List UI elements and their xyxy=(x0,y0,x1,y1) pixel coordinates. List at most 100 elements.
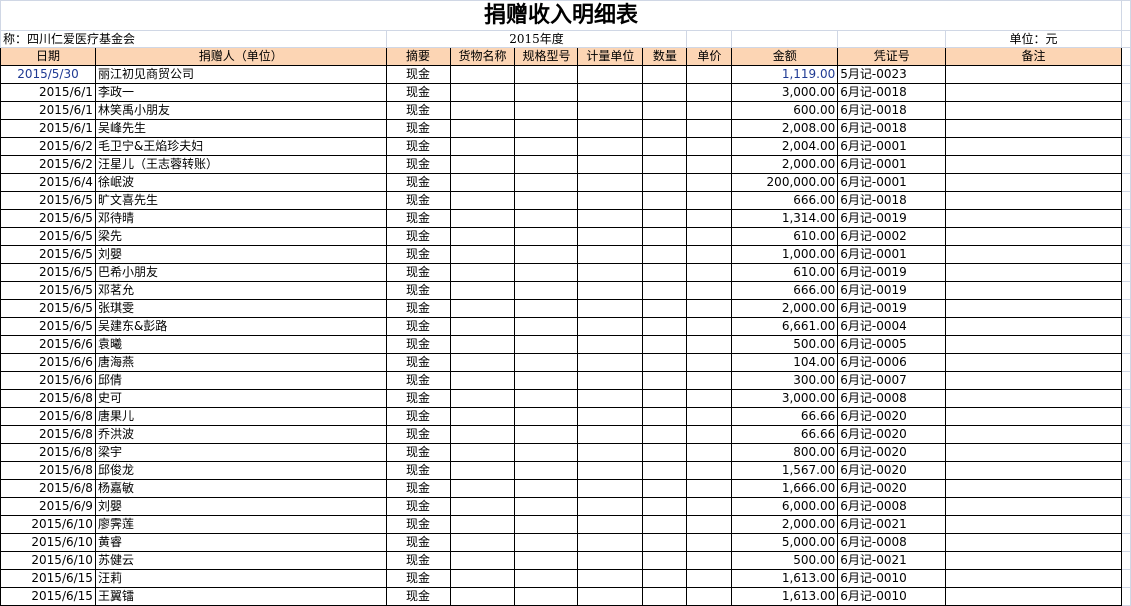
amount-cell[interactable]: 104.00 xyxy=(731,353,839,372)
summary-cell[interactable]: 现金 xyxy=(385,209,451,228)
voucher-cell[interactable]: 6月记-0001 xyxy=(837,155,947,174)
spec-model-cell[interactable] xyxy=(514,227,579,246)
remarks-cell[interactable] xyxy=(945,443,1122,462)
unit-price-cell[interactable] xyxy=(686,173,733,192)
donor-cell[interactable]: 史可 xyxy=(94,389,387,408)
unit-price-cell[interactable] xyxy=(686,587,733,606)
cell[interactable] xyxy=(1120,479,1131,498)
cell[interactable] xyxy=(1120,569,1131,588)
date-cell[interactable]: 2015/6/5 xyxy=(0,281,96,300)
goods-name-cell[interactable] xyxy=(449,443,516,462)
quantity-cell[interactable] xyxy=(642,443,688,462)
voucher-cell[interactable]: 6月记-0020 xyxy=(837,461,947,480)
date-cell[interactable]: 2015/6/5 xyxy=(0,191,96,210)
voucher-cell[interactable]: 6月记-0008 xyxy=(837,389,947,408)
quantity-cell[interactable] xyxy=(642,173,688,192)
summary-cell[interactable]: 现金 xyxy=(385,281,451,300)
cell[interactable] xyxy=(1120,587,1131,606)
sheet-title[interactable]: 捐赠收入明细表 xyxy=(0,0,1122,31)
measure-unit-cell[interactable] xyxy=(577,155,644,174)
remarks-cell[interactable] xyxy=(945,317,1122,336)
remarks-cell[interactable] xyxy=(945,389,1122,408)
amount-cell[interactable]: 500.00 xyxy=(731,335,839,354)
summary-cell[interactable]: 现金 xyxy=(385,425,451,444)
goods-name-cell[interactable] xyxy=(449,335,516,354)
goods-name-cell[interactable] xyxy=(449,515,516,534)
summary-cell[interactable]: 现金 xyxy=(385,551,451,570)
goods-name-cell[interactable] xyxy=(449,245,516,264)
summary-cell[interactable]: 现金 xyxy=(385,515,451,534)
unit-price-cell[interactable] xyxy=(686,83,733,102)
summary-cell[interactable]: 现金 xyxy=(385,245,451,264)
date-cell[interactable]: 2015/6/10 xyxy=(0,515,96,534)
unit-price-cell[interactable] xyxy=(686,353,733,372)
date-cell[interactable]: 2015/6/5 xyxy=(0,299,96,318)
donor-cell[interactable]: 梁先 xyxy=(94,227,387,246)
cell[interactable] xyxy=(1120,551,1131,570)
goods-name-cell[interactable] xyxy=(449,371,516,390)
cell[interactable] xyxy=(1120,101,1131,120)
donor-cell[interactable]: 林笑禹小朋友 xyxy=(94,101,387,120)
spec-model-cell[interactable] xyxy=(514,335,579,354)
summary-cell[interactable]: 现金 xyxy=(385,407,451,426)
goods-name-cell[interactable] xyxy=(449,533,516,552)
measure-unit-cell[interactable] xyxy=(577,299,644,318)
remarks-cell[interactable] xyxy=(945,173,1122,192)
remarks-cell[interactable] xyxy=(945,191,1122,210)
voucher-cell[interactable]: 6月记-0020 xyxy=(837,443,947,462)
measure-unit-cell[interactable] xyxy=(577,209,644,228)
spec-model-cell[interactable] xyxy=(514,497,579,516)
remarks-cell[interactable] xyxy=(945,587,1122,606)
summary-cell[interactable]: 现金 xyxy=(385,497,451,516)
measure-unit-cell[interactable] xyxy=(577,479,644,498)
quantity-cell[interactable] xyxy=(642,155,688,174)
summary-cell[interactable]: 现金 xyxy=(385,263,451,282)
goods-name-cell[interactable] xyxy=(449,299,516,318)
spec-model-cell[interactable] xyxy=(514,155,579,174)
date-cell[interactable]: 2015/6/1 xyxy=(0,101,96,120)
date-cell[interactable]: 2015/6/5 xyxy=(0,263,96,282)
spec-model-cell[interactable] xyxy=(514,209,579,228)
unit-price-cell[interactable] xyxy=(686,551,733,570)
remarks-cell[interactable] xyxy=(945,227,1122,246)
quantity-cell[interactable] xyxy=(642,209,688,228)
unit-price-cell[interactable] xyxy=(686,101,733,120)
cell[interactable] xyxy=(686,30,733,48)
donor-cell[interactable]: 吴建东&彭路 xyxy=(94,317,387,336)
spec-model-cell[interactable] xyxy=(514,389,579,408)
unit-price-cell[interactable] xyxy=(686,371,733,390)
voucher-cell[interactable]: 6月记-0018 xyxy=(837,191,947,210)
unit-price-cell[interactable] xyxy=(686,281,733,300)
column-header-amount[interactable]: 金额 xyxy=(731,47,839,66)
summary-cell[interactable]: 现金 xyxy=(385,119,451,138)
spec-model-cell[interactable] xyxy=(514,533,579,552)
remarks-cell[interactable] xyxy=(945,299,1122,318)
measure-unit-cell[interactable] xyxy=(577,569,644,588)
spec-model-cell[interactable] xyxy=(514,569,579,588)
measure-unit-cell[interactable] xyxy=(577,425,644,444)
unit-price-cell[interactable] xyxy=(686,191,733,210)
unit-price-cell[interactable] xyxy=(686,155,733,174)
cell[interactable] xyxy=(1120,0,1131,31)
column-header-donor[interactable]: 捐赠人（单位） xyxy=(94,47,387,66)
quantity-cell[interactable] xyxy=(642,515,688,534)
quantity-cell[interactable] xyxy=(642,335,688,354)
remarks-cell[interactable] xyxy=(945,479,1122,498)
measure-unit-cell[interactable] xyxy=(577,137,644,156)
unit-price-cell[interactable] xyxy=(686,389,733,408)
measure-unit-cell[interactable] xyxy=(577,371,644,390)
unit-price-cell[interactable] xyxy=(686,299,733,318)
spec-model-cell[interactable] xyxy=(514,281,579,300)
unit-price-cell[interactable] xyxy=(686,425,733,444)
cell[interactable] xyxy=(1120,299,1131,318)
cell[interactable] xyxy=(1120,137,1131,156)
summary-cell[interactable]: 现金 xyxy=(385,353,451,372)
voucher-cell[interactable]: 6月记-0019 xyxy=(837,281,947,300)
cell[interactable] xyxy=(1120,191,1131,210)
remarks-cell[interactable] xyxy=(945,551,1122,570)
summary-cell[interactable]: 现金 xyxy=(385,65,451,84)
amount-cell[interactable]: 610.00 xyxy=(731,263,839,282)
unit-price-cell[interactable] xyxy=(686,209,733,228)
spec-model-cell[interactable] xyxy=(514,515,579,534)
quantity-cell[interactable] xyxy=(642,317,688,336)
